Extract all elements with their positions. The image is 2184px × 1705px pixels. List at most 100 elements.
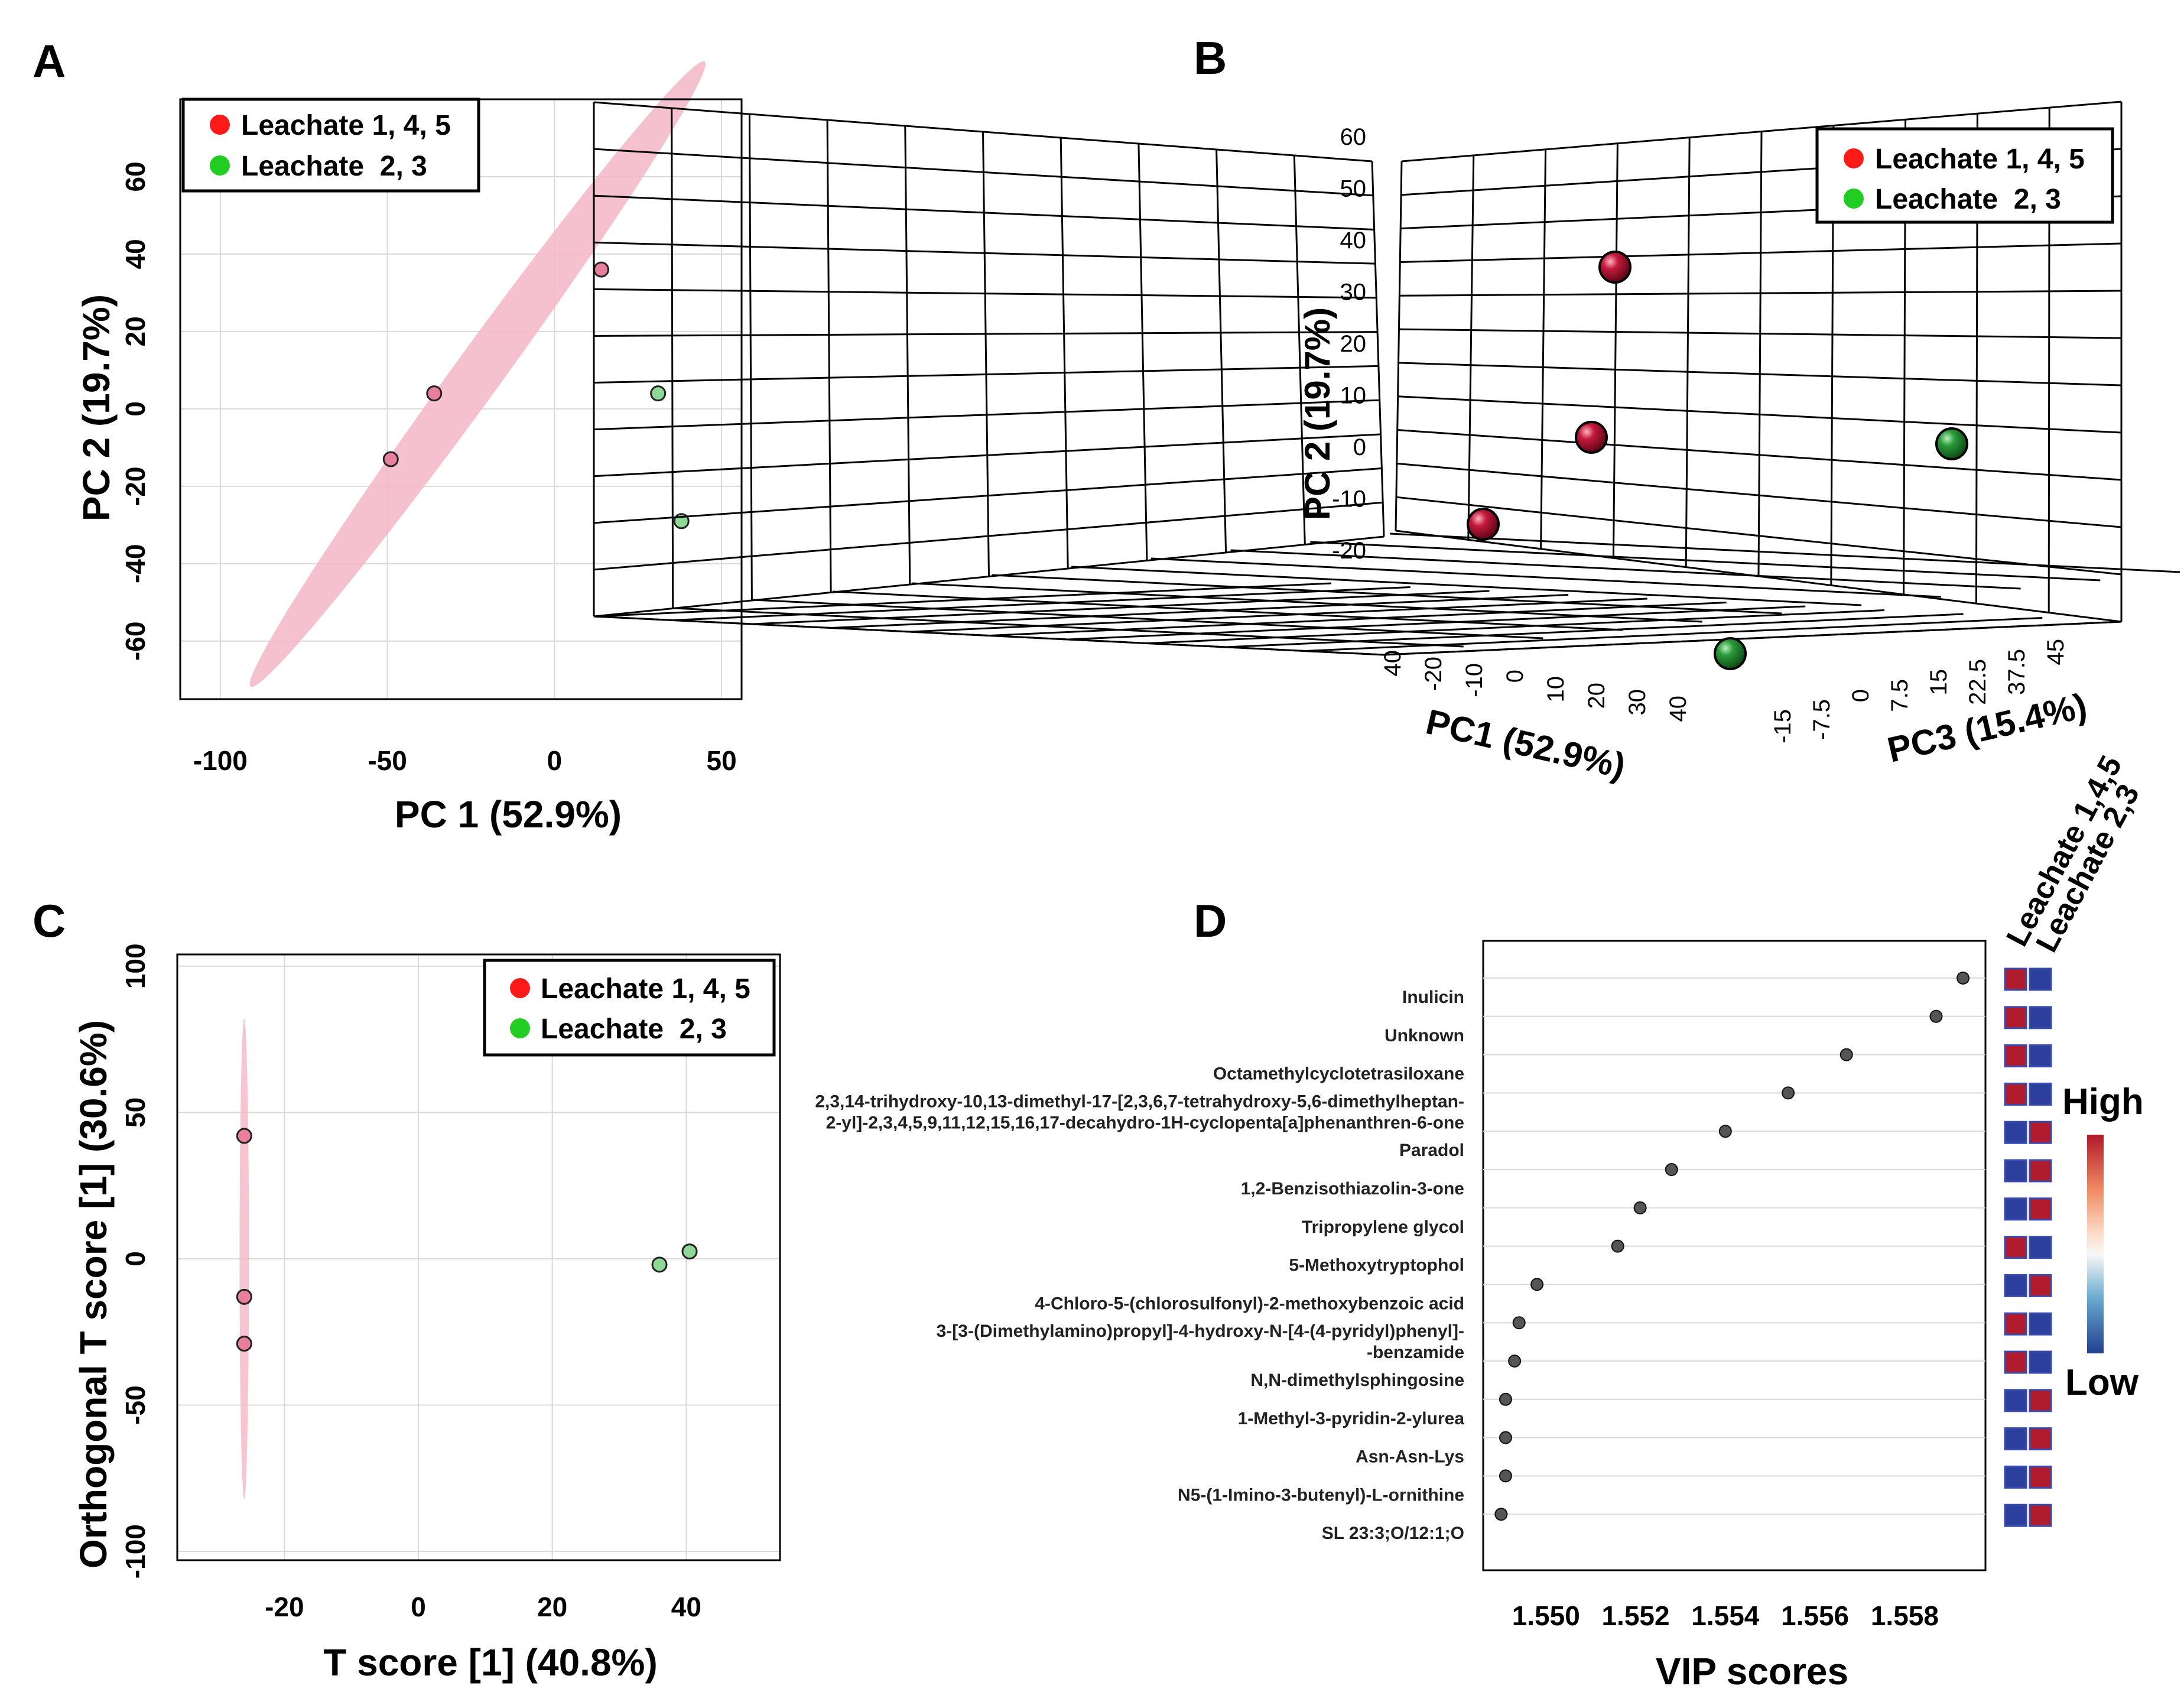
confidence-ellipse: [249, 61, 706, 687]
heat-tile-leachate-145: [2004, 1427, 2027, 1451]
x-tick-labels: -20 0 20 40: [265, 1592, 701, 1622]
metabolite-label: 1-Methyl-3-pyridin-2-ylurea: [1238, 1409, 1465, 1428]
y-axis-title: PC 2 (19.7%): [1298, 307, 1337, 520]
heat-tile-leachate-145: [2004, 967, 2027, 991]
panel-label-b: B: [1194, 32, 1227, 84]
grid-line-3d: [1226, 613, 1964, 648]
x-tick-label: 1.554: [1691, 1600, 1760, 1631]
heat-tile-leachate-145: [2004, 1159, 2027, 1183]
heat-tile-leachate-23: [2029, 1274, 2052, 1297]
vip-row: Unknown: [1384, 1006, 2052, 1045]
vip-rows: Inulicin Unknown Octamethylcyclotetrasilox…: [815, 967, 2052, 1543]
grid-line-3d: [593, 241, 1376, 265]
pc2-tick-label: 60: [1340, 124, 1367, 150]
grid-line-3d: [1396, 496, 2122, 576]
grid-line-3d: [593, 399, 1380, 431]
heat-tile-leachate-23: [2029, 1044, 2052, 1068]
grid-line-3d: [1401, 100, 2122, 163]
heat-tile-leachate-23: [2029, 1121, 2052, 1144]
y-tick-label: -50: [120, 1385, 151, 1424]
x-axis-title: PC 1 (52.9%): [395, 793, 622, 836]
grid-line-3d: [1396, 462, 2122, 528]
y-tick-labels: 100 50 0 -50 -100: [120, 943, 151, 1579]
point-leachate-145: [236, 1128, 252, 1144]
y-tick-label: 60: [120, 161, 151, 191]
legend-label-2: Leachate 2, 3: [241, 151, 427, 182]
vip-point: [1956, 972, 1970, 985]
vip-point: [1499, 1431, 1512, 1444]
grid-line-3d: [593, 501, 1383, 571]
vip-row: SL 23:3;O/12:1;O: [1322, 1503, 2052, 1543]
metabolite-label: N,N-dimethylsphingosine: [1250, 1371, 1464, 1390]
heat-tile-leachate-145: [2004, 1082, 2027, 1106]
plot-frame: [176, 953, 781, 1561]
grid-line-3d: [593, 331, 1378, 337]
grid-line-3d: [1389, 532, 2180, 573]
pc3-tick-label: 45: [2043, 639, 2069, 665]
grid-line-3d: [826, 119, 832, 593]
legend-box: [1815, 127, 2114, 224]
legend-marker-red: [210, 115, 230, 135]
x-tick-label: -100: [193, 745, 248, 776]
legend-marker-green: [1844, 189, 1864, 209]
y-tick-label: -60: [120, 622, 151, 661]
metabolite-label: Octamethylcyclotetrasiloxane: [1213, 1064, 1464, 1084]
grid-line-3d: [1398, 395, 2122, 434]
metabolite-label: Unknown: [1384, 1026, 1464, 1045]
grid-line-3d: [593, 288, 1377, 299]
x-axis-title: VIP scores: [1656, 1650, 1848, 1693]
vip-point: [1782, 1086, 1795, 1100]
x-tick-label: -20: [265, 1592, 304, 1622]
heat-tile-leachate-23: [2029, 1427, 2052, 1451]
metabolite-label: 1,2-Benzisothiazolin-3-one: [1241, 1179, 1464, 1199]
vip-row: Octamethylcyclotetrasiloxane: [1213, 1044, 2052, 1084]
grid-line-3d: [904, 125, 911, 585]
heat-tile-leachate-145: [2004, 1312, 2027, 1336]
pc1-tick-label: 20: [1584, 683, 1610, 709]
heat-legend-low: Low: [2065, 1362, 2139, 1403]
sphere-leachate-145: [1598, 251, 1632, 284]
pc2-tick-label: 0: [1353, 434, 1366, 460]
pc3-tick-label: 7.5: [1887, 679, 1913, 712]
y-tick-label: 50: [120, 1097, 151, 1128]
x-axis-title: T score [1] (40.8%): [323, 1641, 658, 1684]
metabolite-label: 2,3,14-trihydroxy-10,13-dimethyl-17-[2,3…: [815, 1092, 1464, 1111]
grid-line-3d: [593, 467, 1382, 524]
x-tick-label: 20: [537, 1592, 567, 1622]
point-leachate-145: [236, 1336, 252, 1352]
heat-tile-leachate-23: [2029, 1465, 2052, 1489]
grid-line-3d: [1397, 429, 2122, 481]
pc1-tick-label: 0: [1502, 670, 1528, 683]
vip-row: 2,3,14-trihydroxy-10,13-dimethyl-17-[2,3…: [815, 1082, 2052, 1132]
vip-point: [1665, 1163, 1678, 1176]
vip-row: Inulicin: [1402, 967, 2052, 1007]
pc3-tick-label: 22.5: [1965, 659, 1991, 705]
grid-line-3d: [673, 607, 1464, 648]
x-tick-label: 1.550: [1512, 1600, 1580, 1631]
grid-line-3d: [1060, 137, 1069, 569]
grid-line-3d: [1305, 617, 2043, 652]
heat-tile-leachate-145: [2004, 1465, 2027, 1489]
y-tick-label: 100: [120, 943, 151, 989]
metabolite-label: 5-Methoxytryptophol: [1289, 1256, 1464, 1275]
heat-color-bar: [2087, 1135, 2104, 1353]
grid-line-3d: [982, 131, 990, 577]
data-points: [1467, 251, 1968, 670]
legend-label-1: Leachate 1, 4, 5: [1875, 144, 2085, 175]
x-tick-label: 1.552: [1601, 1600, 1669, 1631]
legend-marker-green: [510, 1018, 530, 1038]
heat-tile-leachate-145: [2004, 1350, 2027, 1374]
panel-a-pca-scatter: -100 -50 0 50 60 40 20 0 -20 -40 -60 PC 1 (52.9%)…: [75, 61, 743, 836]
grid-line-3d: [1371, 161, 1385, 537]
sphere-leachate-23: [1714, 637, 1747, 670]
grid-line-3d: [671, 108, 674, 609]
metabolite-label: Asn-Asn-Lys: [1356, 1447, 1464, 1467]
legend-marker-green: [210, 155, 230, 176]
heat-tile-leachate-145: [2004, 1006, 2027, 1030]
point-leachate-145: [236, 1288, 252, 1305]
legend-label-2: Leachate 2, 3: [1875, 184, 2061, 215]
pc3-tick-labels: -15 -7.5 0 7.5 15 22.5 37.5 45: [1770, 639, 2069, 743]
y-tick-label: 20: [120, 316, 151, 346]
y-tick-label: 0: [120, 401, 151, 417]
grid-line-3d: [1395, 161, 1403, 531]
